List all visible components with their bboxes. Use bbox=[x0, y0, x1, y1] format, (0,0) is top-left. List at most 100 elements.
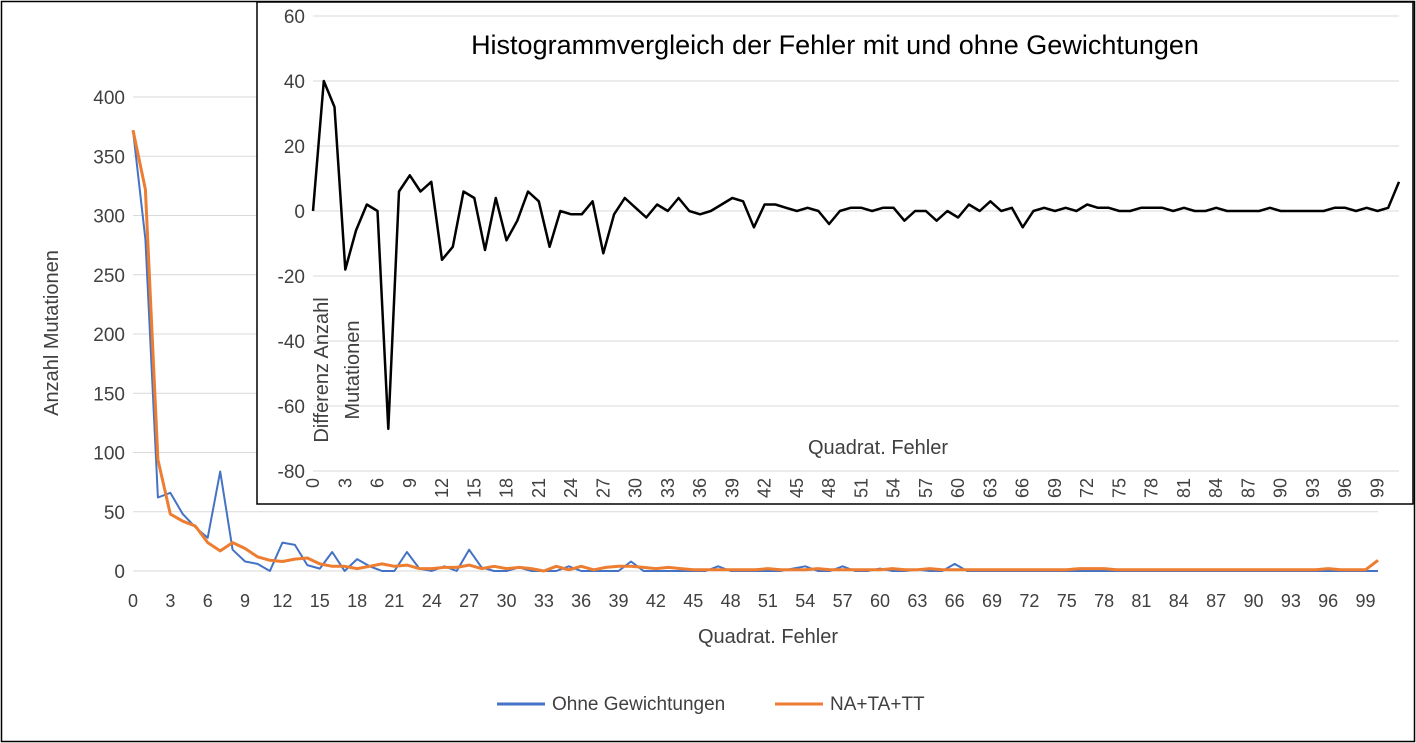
inset-chart-x-tick-label: 48 bbox=[819, 478, 839, 498]
main-chart-y-tick-labels: 0 50 100 150 200 250 300 350 400 bbox=[93, 88, 125, 583]
main-chart-y-tick-label: 150 bbox=[93, 384, 125, 405]
inset-chart-x-tick-label: 72 bbox=[1077, 478, 1097, 498]
inset-chart-x-tick-labels: 0 3 6 9 12 15 18 21 24 27 30 33 36 39 42 45 48 51 54 57 60 63… bbox=[303, 478, 1387, 498]
main-chart-series-line-1 bbox=[131, 129, 1379, 573]
main-chart-y-tick-label: 50 bbox=[104, 503, 125, 524]
main-chart-legend: Ohne Gewichtungen NA+TA+TT bbox=[497, 694, 925, 715]
inset-chart-x-tick-label: 90 bbox=[1271, 478, 1291, 498]
inset-chart-frame bbox=[256, 1, 1414, 505]
inset-chart-y-tick-label: 20 bbox=[284, 137, 305, 158]
main-chart-x-tick-label: 75 bbox=[1057, 591, 1077, 611]
inset-chart-x-tick-label: 57 bbox=[916, 478, 936, 498]
inset-chart-x-tick-label: 63 bbox=[980, 478, 1000, 498]
main-chart-y-tick-label: 200 bbox=[93, 325, 125, 346]
inset-chart-x-tick-label: 15 bbox=[464, 478, 484, 498]
main-chart-x-tick-label: 96 bbox=[1318, 591, 1338, 611]
main-chart-x-tick-label: 84 bbox=[1169, 591, 1189, 611]
main-chart-x-tick-label: 93 bbox=[1281, 591, 1301, 611]
main-chart-x-tick-label: 0 bbox=[128, 591, 138, 611]
inset-chart-x-tick-label: 3 bbox=[335, 478, 355, 488]
inset-chart-x-tick-label: 9 bbox=[400, 478, 420, 488]
main-chart-y-tick-label: 0 bbox=[114, 562, 125, 583]
main-chart-x-tick-label: 6 bbox=[203, 591, 213, 611]
inset-chart-y-tick-label: 0 bbox=[294, 202, 305, 223]
main-chart-x-tick-label: 57 bbox=[833, 591, 853, 611]
main-chart-x-tick-label: 21 bbox=[384, 591, 404, 611]
main-chart-x-tick-label: 36 bbox=[571, 591, 591, 611]
main-chart-x-tick-label: 66 bbox=[945, 591, 965, 611]
inset-chart-x-tick-label: 54 bbox=[884, 478, 904, 498]
main-chart-y-axis-label: Anzahl Mutationen bbox=[41, 250, 63, 416]
inset-chart-x-tick-label: 30 bbox=[626, 478, 646, 498]
inset-chart-y-axis-label-line-1: Differenz Anzahl bbox=[311, 297, 333, 442]
main-chart-y-tick-label: 250 bbox=[93, 266, 125, 287]
main-chart-y-tick-label: 100 bbox=[93, 444, 125, 465]
inset-chart-x-axis-label: Quadrat. Fehler bbox=[808, 437, 948, 459]
inset-chart-x-tick-label: 12 bbox=[432, 478, 452, 498]
inset-chart-y-tick-labels: -80 -60 -40 -20 0 20 40 60 bbox=[278, 7, 305, 483]
inset-chart-x-tick-label: 36 bbox=[690, 478, 710, 498]
main-chart-x-tick-label: 81 bbox=[1131, 591, 1151, 611]
inset-chart-gridlines bbox=[313, 15, 1399, 472]
main-chart-y-tick-label: 350 bbox=[93, 147, 125, 168]
main-chart-y-tick-label: 300 bbox=[93, 207, 125, 228]
inset-chart-x-tick-label: 18 bbox=[497, 478, 517, 498]
main-chart-series bbox=[131, 129, 1379, 573]
inset-chart-x-tick-label: 84 bbox=[1206, 478, 1226, 498]
inset-chart-series bbox=[311, 79, 1401, 431]
main-chart-x-tick-label: 24 bbox=[422, 591, 442, 611]
main-chart-x-tick-label: 12 bbox=[272, 591, 292, 611]
main-chart-y-tick-label: 400 bbox=[93, 88, 125, 109]
inset-chart-x-tick-label: 99 bbox=[1367, 478, 1387, 498]
main-chart-x-tick-label: 42 bbox=[646, 591, 666, 611]
inset-chart-x-tick-label: 87 bbox=[1238, 478, 1258, 498]
inset-chart-y-tick-label: 60 bbox=[284, 7, 305, 28]
legend-label-na-ta-tt: NA+TA+TT bbox=[830, 694, 925, 715]
inset-chart-x-tick-label: 69 bbox=[1045, 478, 1065, 498]
main-chart-x-tick-label: 72 bbox=[1019, 591, 1039, 611]
inset-chart-y-tick-label: -60 bbox=[278, 397, 305, 418]
main-chart-x-tick-label: 60 bbox=[870, 591, 890, 611]
inset-chart-x-tick-label: 60 bbox=[948, 478, 968, 498]
main-chart-x-tick-label: 30 bbox=[496, 591, 516, 611]
inset-chart-x-tick-label: 81 bbox=[1174, 478, 1194, 498]
inset-chart-y-axis-label-line-2: Mutationen bbox=[342, 321, 364, 420]
inset-chart-x-tick-label: 51 bbox=[851, 478, 871, 498]
main-chart-x-tick-labels: 0 3 6 9 12 15 18 21 24 27 30 33 36 39 42 45 48 51 54 57 60 63… bbox=[128, 591, 1376, 611]
main-chart-x-tick-label: 99 bbox=[1356, 591, 1376, 611]
main-chart-x-tick-label: 33 bbox=[534, 591, 554, 611]
inset-chart-x-tick-label: 24 bbox=[561, 478, 581, 498]
main-chart-x-tick-label: 54 bbox=[795, 591, 815, 611]
inset-chart-x-tick-label: 33 bbox=[658, 478, 678, 498]
inset-chart-x-tick-label: 27 bbox=[593, 478, 613, 498]
inset-chart-series-line-0 bbox=[311, 79, 1401, 431]
inset-chart-x-tick-label: 78 bbox=[1142, 478, 1162, 498]
main-chart-x-tick-label: 27 bbox=[459, 591, 479, 611]
main-chart-x-axis-label: Quadrat. Fehler bbox=[698, 626, 838, 648]
main-chart-x-tick-label: 51 bbox=[758, 591, 778, 611]
main-chart-x-tick-label: 69 bbox=[982, 591, 1002, 611]
inset-chart-y-tick-label: 40 bbox=[284, 72, 305, 93]
main-chart-x-tick-label: 78 bbox=[1094, 591, 1114, 611]
inset-chart-x-tick-label: 0 bbox=[303, 478, 323, 488]
inset-chart-y-tick-label: -40 bbox=[278, 332, 305, 353]
inset-chart-x-tick-label: 93 bbox=[1303, 478, 1323, 498]
inset-chart-x-tick-label: 42 bbox=[755, 478, 775, 498]
main-chart-x-tick-label: 39 bbox=[609, 591, 629, 611]
main-chart-x-tick-label: 63 bbox=[907, 591, 927, 611]
main-chart-x-tick-label: 87 bbox=[1206, 591, 1226, 611]
main-chart-x-tick-label: 48 bbox=[721, 591, 741, 611]
main-chart-x-tick-label: 3 bbox=[165, 591, 175, 611]
main-chart-x-tick-label: 90 bbox=[1243, 591, 1263, 611]
main-chart-x-tick-label: 15 bbox=[310, 591, 330, 611]
legend-label-ohne-gewichtungen: Ohne Gewichtungen bbox=[552, 694, 725, 715]
inset-chart-x-tick-label: 45 bbox=[787, 478, 807, 498]
inset-chart-x-tick-label: 39 bbox=[722, 478, 742, 498]
inset-chart-x-tick-label: 21 bbox=[529, 478, 549, 498]
inset-chart-x-tick-label: 75 bbox=[1109, 478, 1129, 498]
inset-chart-x-tick-label: 6 bbox=[368, 478, 388, 488]
inset-chart-y-tick-label: -80 bbox=[278, 462, 305, 483]
inset-chart-y-tick-label: -20 bbox=[278, 267, 305, 288]
main-chart-x-tick-label: 18 bbox=[347, 591, 367, 611]
